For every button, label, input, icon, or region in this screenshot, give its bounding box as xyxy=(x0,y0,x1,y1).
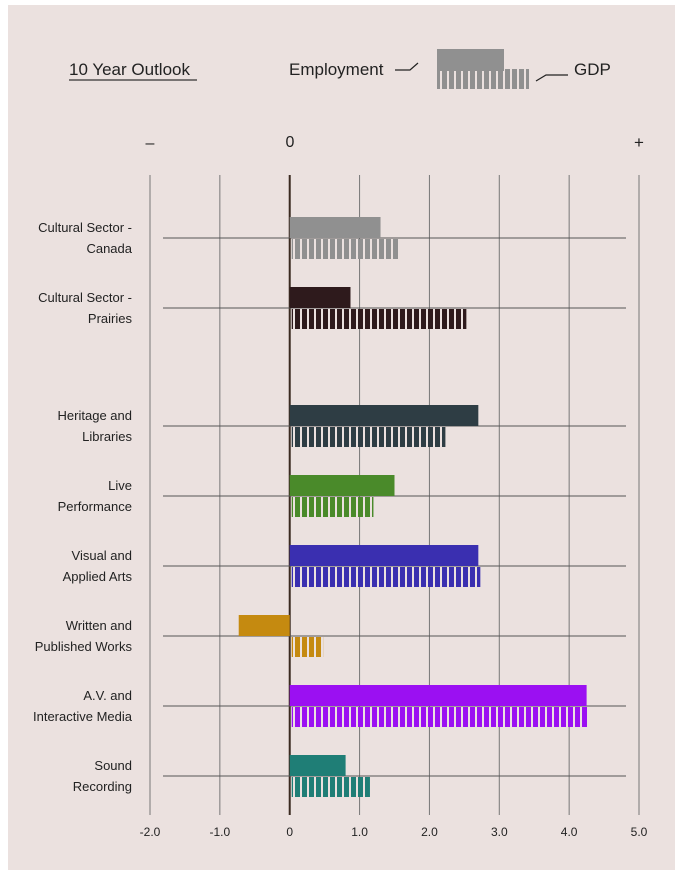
employment-bar xyxy=(289,217,381,238)
category-label-line2: Prairies xyxy=(88,311,133,326)
legend-employment-leader xyxy=(395,62,419,71)
x-tick-label: 3.0 xyxy=(491,825,508,839)
employment-bar xyxy=(289,287,351,308)
category-label-line1: A.V. and xyxy=(83,688,132,703)
legend-gdp-label: GDP xyxy=(574,60,611,79)
x-tick-label: 2.0 xyxy=(421,825,438,839)
category-label-line2: Recording xyxy=(73,779,132,794)
category-label-line2: Interactive Media xyxy=(33,709,133,724)
x-tick-label: 0 xyxy=(286,825,293,839)
negative-sign-label: – xyxy=(146,135,155,152)
category-label-line2: Canada xyxy=(86,241,132,256)
x-tick-label: -1.0 xyxy=(210,825,231,839)
zero-label: 0 xyxy=(286,134,295,151)
gdp-bar xyxy=(291,309,467,329)
chart-title: 10 Year Outlook xyxy=(69,60,190,79)
legend-gdp-swatch xyxy=(437,69,529,89)
positive-sign-label: + xyxy=(634,133,644,152)
employment-bar xyxy=(238,615,290,636)
category-label-line1: Visual and xyxy=(72,548,132,563)
chart-panel: -2.0 -1.0 0 1.0 2.0 3.0 4.0 5.0 Cultural Sector … xyxy=(8,5,675,870)
gdp-bar xyxy=(291,567,481,587)
category-label-line1: Heritage and xyxy=(58,408,132,423)
employment-bar xyxy=(289,545,479,566)
x-tick-label: 4.0 xyxy=(561,825,578,839)
gdp-bar xyxy=(291,707,589,727)
category-label-line1: Cultural Sector - xyxy=(38,220,132,235)
gdp-bar xyxy=(291,239,400,259)
x-tick-label: -2.0 xyxy=(140,825,161,839)
gdp-bar xyxy=(291,497,374,517)
employment-bar xyxy=(289,755,346,776)
legend-employment-label: Employment xyxy=(289,60,384,79)
category-label-line1: Sound xyxy=(94,758,132,773)
employment-bar xyxy=(289,475,395,496)
category-label-line1: Live xyxy=(108,478,132,493)
gdp-bar xyxy=(291,637,324,657)
category-label-line2: Performance xyxy=(58,499,132,514)
bars xyxy=(238,217,589,797)
employment-bar xyxy=(289,685,587,706)
legend-gdp-leader xyxy=(535,74,568,82)
labels: -2.0 -1.0 0 1.0 2.0 3.0 4.0 5.0 Cultural Sector … xyxy=(33,220,648,839)
category-label-line2: Libraries xyxy=(82,429,132,444)
gdp-bar xyxy=(291,427,446,447)
category-label-line2: Applied Arts xyxy=(63,569,133,584)
category-label-line1: Written and xyxy=(66,618,132,633)
x-tick-label: 1.0 xyxy=(351,825,368,839)
legend-employment-swatch xyxy=(437,49,504,71)
bar-chart: -2.0 -1.0 0 1.0 2.0 3.0 4.0 5.0 Cultural Sector … xyxy=(33,49,648,839)
category-label-line2: Published Works xyxy=(35,639,133,654)
gdp-bar xyxy=(291,777,370,797)
x-tick-label: 5.0 xyxy=(631,825,648,839)
category-label-line1: Cultural Sector - xyxy=(38,290,132,305)
employment-bar xyxy=(289,405,479,426)
